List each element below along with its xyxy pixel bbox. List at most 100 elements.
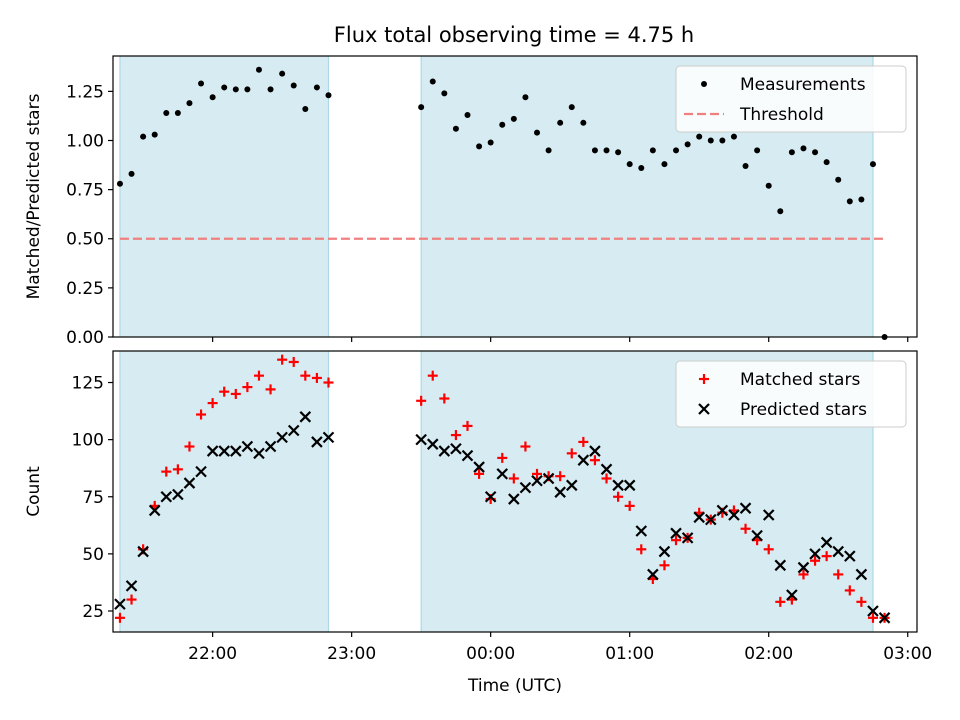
- predicted-stars-point: [832, 545, 844, 558]
- predicted-stars-point: [867, 605, 879, 617]
- x-stroke: [230, 445, 242, 457]
- matched-stars-point: [161, 466, 172, 477]
- matched-stars-point: [277, 354, 288, 365]
- predicted-stars-point: [542, 472, 555, 485]
- legend-label: Threshold: [739, 105, 824, 125]
- measurement-point: [835, 176, 842, 183]
- x-stroke: [728, 509, 740, 521]
- legend-predicted-marker: [698, 403, 710, 415]
- y-axis-label: Matched/Predicted stars: [24, 93, 44, 299]
- predicted-stars-point: [461, 449, 474, 462]
- matched-stars-point: [253, 370, 264, 381]
- predicted-stars-point: [438, 445, 451, 457]
- legend-label: Measurements: [740, 75, 866, 95]
- measurement-point: [244, 86, 251, 93]
- x-stroke: [739, 502, 752, 514]
- predicted-stars-point: [218, 445, 230, 457]
- x-stroke: [299, 411, 312, 423]
- x-stroke: [473, 461, 485, 473]
- measurement-point: [603, 147, 610, 154]
- predicted-stars-point: [311, 436, 323, 448]
- measurement-point: [568, 104, 575, 111]
- x-stroke: [450, 443, 462, 455]
- x-stroke: [484, 490, 497, 503]
- x-stroke: [820, 536, 833, 549]
- matched-stars-point: [555, 471, 566, 482]
- predicted-stars-point: [623, 479, 636, 492]
- matched-stars-point: [300, 370, 311, 381]
- measurement-point: [441, 90, 448, 97]
- predicted-stars-point: [206, 445, 219, 457]
- matched-stars-point: [114, 612, 125, 623]
- x-stroke: [276, 431, 288, 444]
- matched-stars-point: [659, 560, 670, 571]
- predicted-stars-point: [496, 468, 509, 480]
- x-stroke: [287, 424, 300, 437]
- measurement-point: [788, 149, 795, 156]
- x-stroke: [542, 472, 555, 485]
- measurement-point: [418, 104, 425, 111]
- measurement-point: [661, 161, 668, 168]
- predicted-stars-point: [299, 411, 312, 423]
- y-tick-label: 1.00: [66, 131, 104, 151]
- predicted-stars-point: [137, 545, 149, 558]
- matched-stars-point: [439, 393, 450, 404]
- x-stroke: [554, 486, 566, 498]
- x-stroke: [206, 445, 219, 457]
- matched-stars-point: [427, 370, 438, 381]
- measurement-point: [719, 137, 726, 144]
- predicted-stars-point: [670, 527, 682, 540]
- matched-stars-point: [798, 569, 809, 580]
- measurement-point: [232, 86, 239, 93]
- predicted-stars-point: [183, 477, 196, 489]
- x-stroke: [565, 479, 578, 492]
- measurement-point: [777, 208, 784, 215]
- x-stroke: [658, 545, 671, 558]
- x-stroke: [716, 504, 729, 517]
- measurement-point: [823, 159, 830, 166]
- x-tick-label: 00:00: [466, 644, 515, 664]
- measurement-point: [580, 119, 587, 126]
- y-tick-label: 25: [82, 602, 104, 622]
- predicted-stars-point: [635, 525, 648, 537]
- top-panel: 0.00 0.25 0.50 0.75 1.00 1.25 Matched/Predicte…: [24, 55, 918, 348]
- matched-stars-point: [508, 473, 519, 484]
- x-stroke: [623, 479, 636, 492]
- measurement-point: [812, 149, 819, 156]
- predicted-stars-point: [681, 532, 694, 544]
- matched-stars-point: [566, 448, 577, 459]
- y-tick-label: 100: [72, 431, 104, 451]
- measurement-point: [499, 121, 506, 128]
- x-stroke: [114, 598, 126, 610]
- x-stroke: [218, 445, 230, 457]
- predicted-stars-point: [612, 479, 624, 492]
- predicted-stars-point: [705, 513, 717, 526]
- x-stroke: [125, 580, 138, 592]
- matched-stars-point: [867, 612, 878, 623]
- measurement-point: [638, 165, 645, 172]
- measurement-point: [174, 109, 181, 116]
- predicted-stars-point: [565, 479, 578, 492]
- matched-stars-point: [450, 430, 461, 441]
- x-stroke: [577, 454, 590, 466]
- matched-stars-point: [833, 569, 844, 580]
- matched-stars-point: [810, 555, 821, 566]
- x-stroke: [172, 488, 184, 501]
- x-stroke: [508, 493, 520, 505]
- matched-stars-point: [196, 409, 207, 420]
- x-stroke: [600, 463, 613, 476]
- matched-stars-point: [311, 372, 322, 383]
- observing-window-band: [119, 351, 329, 632]
- x-stroke: [612, 479, 624, 492]
- axes-frame: [112, 55, 918, 338]
- matched-stars-point: [520, 441, 531, 452]
- predicted-stars-point: [287, 424, 300, 437]
- predicted-stars-point: [647, 568, 659, 581]
- x-tick-label: 03:00: [883, 644, 932, 664]
- x-stroke: [137, 545, 149, 558]
- measurement-point: [279, 70, 286, 77]
- matched-stars-point: [844, 585, 855, 596]
- predicted-stars-point: [878, 612, 891, 624]
- legend-label: Matched stars: [740, 370, 860, 390]
- x-axis-label: Time (UTC): [467, 676, 562, 696]
